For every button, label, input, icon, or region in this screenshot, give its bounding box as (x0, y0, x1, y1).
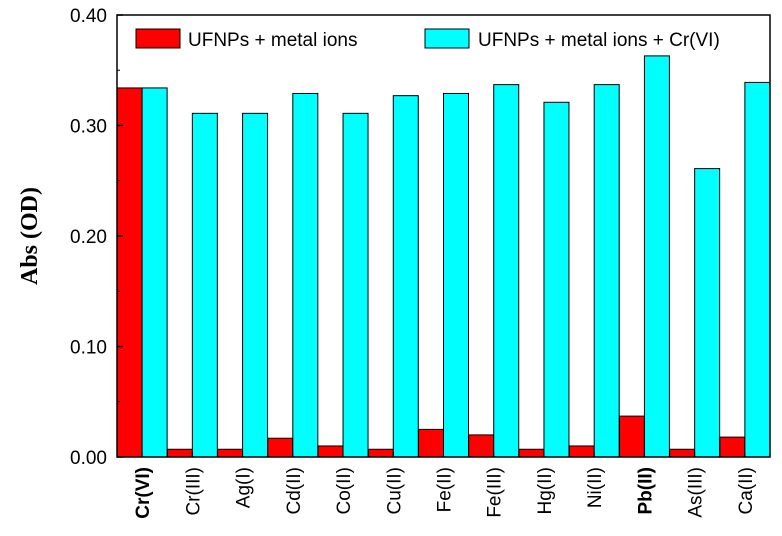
legend-label-series-2: UFNPs + metal ions + Cr(VI) (478, 30, 720, 51)
bar-cyan-6 (443, 92, 469, 458)
y-ticks-group: 0.00 0.10 0.20 0.30 0.40 (70, 6, 123, 469)
bar-cyan-2 (242, 112, 269, 458)
legend: UFNPs + metal ions UFNPs + metal ions + … (135, 28, 720, 51)
bar-cyan-8 (543, 101, 570, 458)
bar-cyan-9 (593, 84, 620, 458)
x-tick-label: Cr(VI) (133, 467, 154, 519)
y-tick-label: 0.40 (70, 6, 107, 27)
bar-cyan-10 (643, 55, 670, 458)
x-tick-label: Ni(II) (585, 467, 606, 508)
x-tick-label: Ag(I) (234, 467, 255, 508)
bar-red-3 (267, 437, 294, 458)
legend-swatch-cyan (424, 28, 470, 49)
bar-cyan-5 (392, 95, 419, 458)
y-axis-title: Abs (OD) (17, 187, 43, 285)
x-tick-label: Pb(II) (635, 467, 656, 515)
bar-red-11 (669, 448, 696, 458)
bar-red-4 (317, 445, 344, 458)
x-tick-label: Co(II) (334, 467, 355, 515)
bar-red-0 (116, 87, 143, 458)
bars-group (116, 55, 771, 458)
y-tick-label: 0.00 (70, 448, 107, 469)
bar-cyan-11 (694, 168, 721, 458)
x-tick-label: Fe(III) (485, 467, 506, 518)
bar-red-7 (468, 434, 495, 458)
bar-red-10 (618, 415, 645, 458)
bar-red-2 (217, 448, 244, 458)
x-ticks-group: Cr(VI) Cr(III) Ag(I) Cd(II) Co(II) Cu(II) Fe(I… (133, 452, 757, 519)
x-tick-label: Cd(II) (284, 467, 305, 515)
x-tick-label: Fe(II) (435, 467, 456, 512)
bar-cyan-1 (191, 112, 218, 458)
bar-red-5 (367, 448, 394, 458)
y-tick-label: 0.20 (70, 227, 107, 248)
x-tick-label: Ca(II) (736, 467, 757, 515)
x-tick-label: Cr(III) (183, 467, 204, 516)
y-tick-label: 0.30 (70, 117, 107, 138)
bar-cyan-0 (141, 87, 168, 458)
legend-swatch-red (135, 28, 181, 49)
bar-red-8 (518, 448, 545, 458)
bar-cyan-3 (292, 92, 319, 458)
bar-red-6 (418, 428, 444, 458)
bar-red-12 (719, 436, 746, 458)
x-tick-label: Cu(II) (384, 467, 405, 515)
legend-label-series-1: UFNPs + metal ions (188, 30, 357, 51)
y-tick-label: 0.10 (70, 338, 107, 359)
x-tick-label: As(III) (686, 467, 707, 518)
bar-red-9 (568, 445, 595, 458)
bar-cyan-12 (744, 81, 771, 458)
bar-red-1 (166, 448, 193, 458)
bar-cyan-7 (493, 84, 520, 458)
bar-cyan-4 (342, 112, 369, 458)
x-tick-label: Hg(II) (535, 467, 556, 515)
